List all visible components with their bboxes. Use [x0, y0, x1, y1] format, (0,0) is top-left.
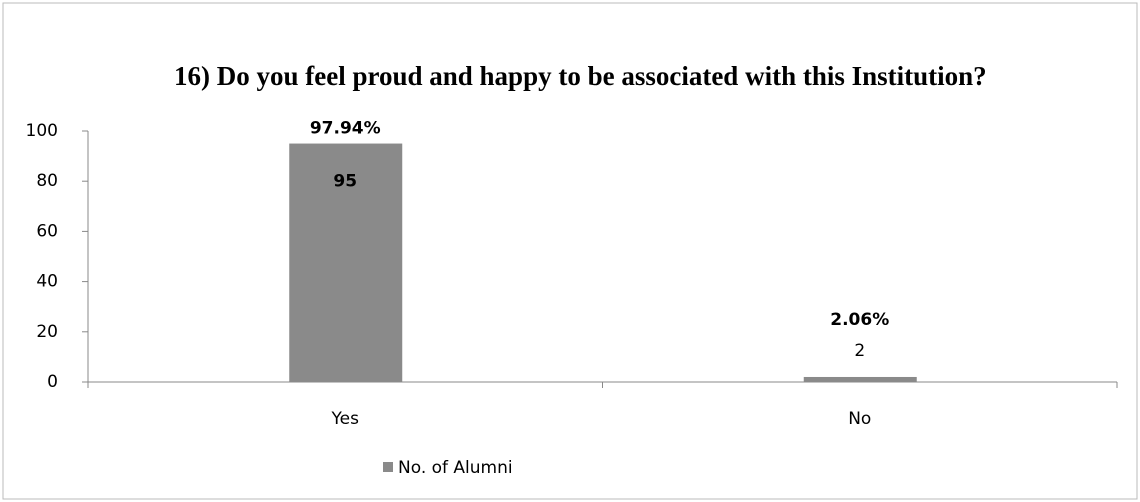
- percent-label: 2.06%: [830, 310, 889, 330]
- data-label: 2: [854, 341, 865, 361]
- y-tick-label: 40: [36, 272, 58, 292]
- x-tick-label: No: [848, 409, 871, 429]
- bar: [803, 376, 917, 382]
- y-tick-label: 80: [36, 171, 58, 191]
- chart-title: 16) Do you feel proud and happy to be as…: [174, 61, 987, 91]
- legend-label: No. of Alumni: [398, 458, 513, 478]
- percent-label: 97.94%: [310, 119, 381, 139]
- y-tick-label: 100: [26, 121, 58, 141]
- data-label: 95: [333, 172, 357, 192]
- y-tick-label: 20: [36, 322, 58, 342]
- legend-swatch: [383, 462, 393, 472]
- y-tick-label: 60: [36, 221, 58, 241]
- y-tick-label: 0: [47, 372, 58, 392]
- bar: [289, 143, 403, 382]
- x-tick-label: Yes: [331, 409, 360, 429]
